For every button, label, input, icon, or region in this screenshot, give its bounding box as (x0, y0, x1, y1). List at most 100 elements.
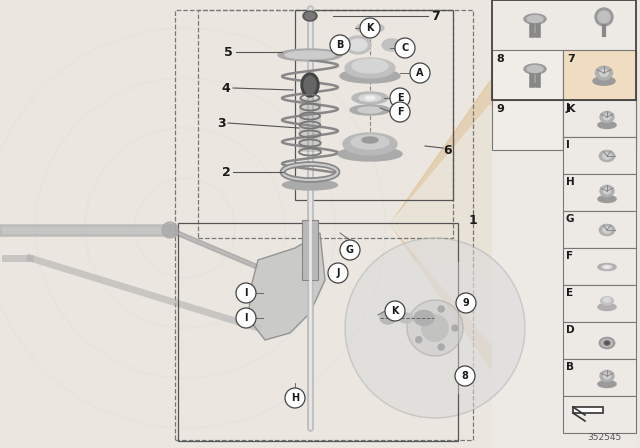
Ellipse shape (362, 137, 378, 143)
Circle shape (395, 38, 415, 58)
Ellipse shape (601, 297, 613, 305)
Ellipse shape (602, 339, 612, 347)
Bar (563, 396, 636, 433)
Circle shape (410, 63, 430, 83)
Ellipse shape (598, 303, 616, 310)
Ellipse shape (600, 112, 614, 123)
Ellipse shape (340, 69, 400, 83)
Circle shape (416, 313, 422, 319)
Text: B: B (566, 362, 574, 372)
Bar (563, 100, 636, 137)
Ellipse shape (345, 36, 371, 54)
Circle shape (416, 337, 422, 343)
Circle shape (452, 325, 458, 331)
Circle shape (236, 308, 256, 328)
Ellipse shape (352, 59, 388, 73)
Bar (563, 285, 636, 322)
Ellipse shape (600, 185, 614, 197)
Circle shape (285, 388, 305, 408)
Ellipse shape (359, 95, 381, 102)
Text: I: I (244, 313, 248, 323)
Bar (175, 10, 473, 440)
Ellipse shape (595, 66, 612, 80)
Text: F: F (397, 107, 403, 117)
Circle shape (340, 240, 360, 260)
Ellipse shape (593, 77, 615, 85)
Bar (563, 100, 636, 150)
Ellipse shape (365, 96, 375, 100)
Ellipse shape (382, 39, 402, 51)
Ellipse shape (285, 51, 335, 59)
Ellipse shape (605, 342, 609, 344)
Text: D: D (566, 325, 575, 335)
Bar (563, 137, 636, 174)
Ellipse shape (351, 135, 389, 149)
Text: G: G (566, 214, 575, 224)
Bar (178, 223, 458, 441)
Ellipse shape (349, 39, 367, 51)
Text: J: J (566, 103, 570, 113)
Ellipse shape (605, 266, 609, 268)
Ellipse shape (599, 337, 614, 349)
Ellipse shape (352, 92, 388, 104)
Circle shape (421, 314, 449, 342)
Ellipse shape (604, 341, 610, 345)
Ellipse shape (399, 313, 413, 323)
Text: I: I (566, 140, 570, 150)
Text: E: E (397, 93, 403, 103)
Text: 8: 8 (461, 371, 468, 381)
Text: I: I (244, 288, 248, 298)
Wedge shape (390, 52, 600, 396)
Text: K: K (391, 306, 399, 316)
Text: 7: 7 (567, 54, 575, 64)
Text: 3: 3 (217, 116, 225, 129)
Ellipse shape (356, 23, 384, 33)
Circle shape (385, 301, 405, 321)
Ellipse shape (363, 26, 377, 30)
Circle shape (390, 102, 410, 122)
Text: K: K (567, 104, 575, 114)
Text: F: F (566, 251, 573, 261)
Text: 6: 6 (444, 143, 452, 156)
Bar (299, 98, 321, 152)
Text: J: J (336, 268, 340, 278)
Bar (302, 220, 318, 280)
Bar (563, 50, 636, 100)
Ellipse shape (603, 227, 611, 233)
Circle shape (390, 88, 410, 108)
Text: 4: 4 (221, 82, 230, 95)
Ellipse shape (343, 133, 397, 155)
Text: H: H (566, 177, 575, 187)
Ellipse shape (350, 105, 390, 115)
Text: E: E (566, 288, 573, 298)
Bar (198, 10, 453, 238)
Text: 352545: 352545 (587, 433, 621, 442)
Circle shape (438, 344, 444, 350)
Text: K: K (366, 23, 374, 33)
Circle shape (360, 18, 380, 38)
Text: A: A (416, 68, 424, 78)
Circle shape (438, 306, 444, 312)
Polygon shape (573, 407, 603, 413)
Ellipse shape (599, 151, 614, 162)
Text: C: C (401, 43, 408, 53)
Ellipse shape (600, 370, 614, 382)
Circle shape (365, 258, 505, 398)
Bar (563, 174, 636, 211)
Circle shape (456, 293, 476, 313)
Ellipse shape (380, 312, 396, 324)
Ellipse shape (602, 265, 612, 269)
Ellipse shape (604, 373, 611, 379)
Circle shape (345, 238, 525, 418)
Bar (492, 50, 563, 100)
Bar (492, 0, 636, 448)
Ellipse shape (604, 188, 611, 194)
Ellipse shape (345, 58, 395, 78)
Ellipse shape (301, 73, 319, 97)
Text: 2: 2 (221, 165, 230, 178)
Ellipse shape (598, 11, 610, 23)
Circle shape (455, 366, 475, 386)
Ellipse shape (599, 224, 614, 236)
Ellipse shape (278, 49, 342, 61)
Ellipse shape (305, 13, 315, 20)
